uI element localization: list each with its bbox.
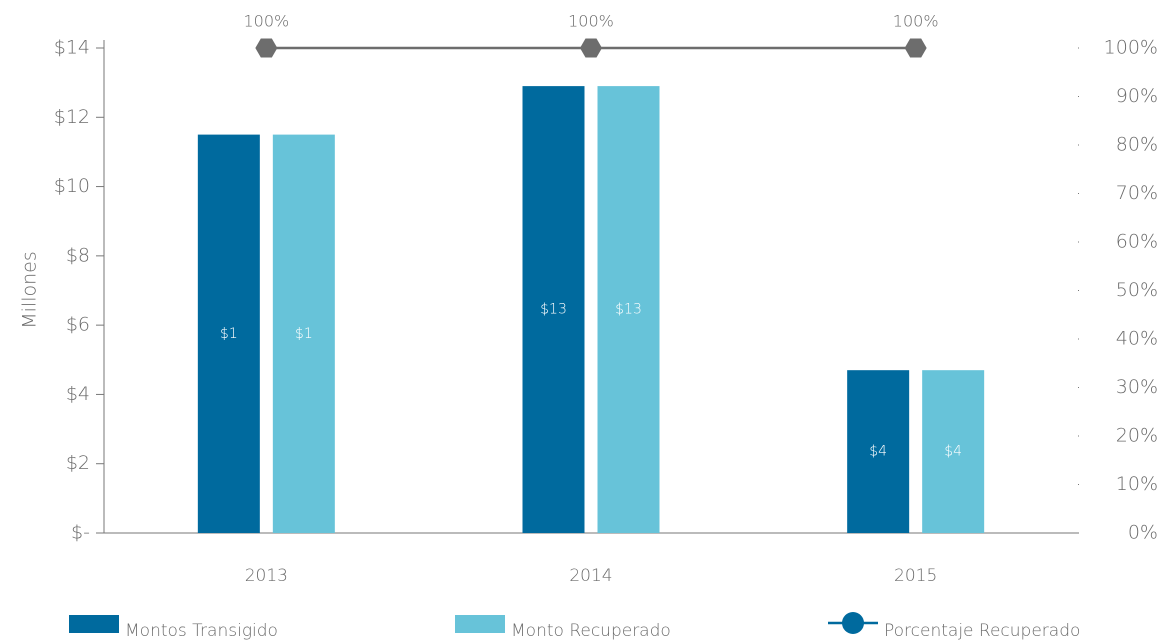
data-label: 100% bbox=[568, 12, 614, 31]
y2-tick-label: 30% bbox=[1116, 376, 1158, 398]
y2-tick-label: 100% bbox=[1104, 37, 1158, 59]
y2-tick-label: 60% bbox=[1116, 231, 1158, 253]
y-tick-label: $6 bbox=[66, 314, 90, 336]
x-tick-label: 2013 bbox=[245, 566, 288, 586]
data-label: $1 bbox=[220, 326, 238, 342]
bar bbox=[847, 370, 910, 533]
bar bbox=[272, 134, 335, 533]
y2-tick-label: 20% bbox=[1116, 425, 1158, 447]
y2-tick-label: 80% bbox=[1116, 134, 1158, 156]
line-marker bbox=[904, 38, 927, 58]
data-label: 100% bbox=[243, 12, 289, 31]
bar bbox=[197, 134, 260, 533]
y-tick-label: $4 bbox=[66, 383, 90, 405]
data-label: $13 bbox=[615, 302, 642, 318]
bar bbox=[522, 86, 585, 533]
y-tick-label: $14 bbox=[54, 37, 90, 59]
y2-tick-label: 0% bbox=[1128, 522, 1158, 544]
y2-tick-label: 70% bbox=[1116, 182, 1158, 204]
y-tick-label: $8 bbox=[66, 244, 90, 266]
y-tick-label: $2 bbox=[66, 452, 90, 474]
x-tick-label: 2014 bbox=[569, 566, 612, 586]
data-label: 100% bbox=[893, 12, 939, 31]
data-label: $1 bbox=[295, 326, 313, 342]
legend-marker bbox=[842, 612, 864, 634]
line-marker bbox=[580, 38, 602, 58]
legend-swatch bbox=[69, 615, 119, 633]
data-label: $4 bbox=[869, 444, 887, 460]
y2-tick-label: 50% bbox=[1116, 279, 1158, 301]
data-label: $13 bbox=[540, 302, 567, 318]
legend-label: Monto Recuperado bbox=[511, 621, 671, 641]
y-axis-label: Millones bbox=[19, 251, 41, 328]
y2-tick-label: 10% bbox=[1116, 473, 1158, 495]
data-label: $4 bbox=[944, 444, 962, 460]
legend-label: Porcentaje Recuperado bbox=[884, 621, 1080, 641]
legend-label: Montos Transigido bbox=[125, 621, 278, 641]
x-tick-label: 2015 bbox=[894, 566, 937, 586]
y2-tick-label: 90% bbox=[1116, 85, 1158, 107]
y2-tick-label: 40% bbox=[1116, 328, 1158, 350]
y-tick-label: $10 bbox=[54, 175, 90, 197]
bar bbox=[922, 370, 985, 533]
line-marker bbox=[255, 38, 278, 58]
y-tick-label: $12 bbox=[54, 106, 90, 128]
bar bbox=[597, 86, 660, 533]
legend-swatch bbox=[455, 615, 505, 633]
y-tick-label: $- bbox=[71, 522, 90, 544]
